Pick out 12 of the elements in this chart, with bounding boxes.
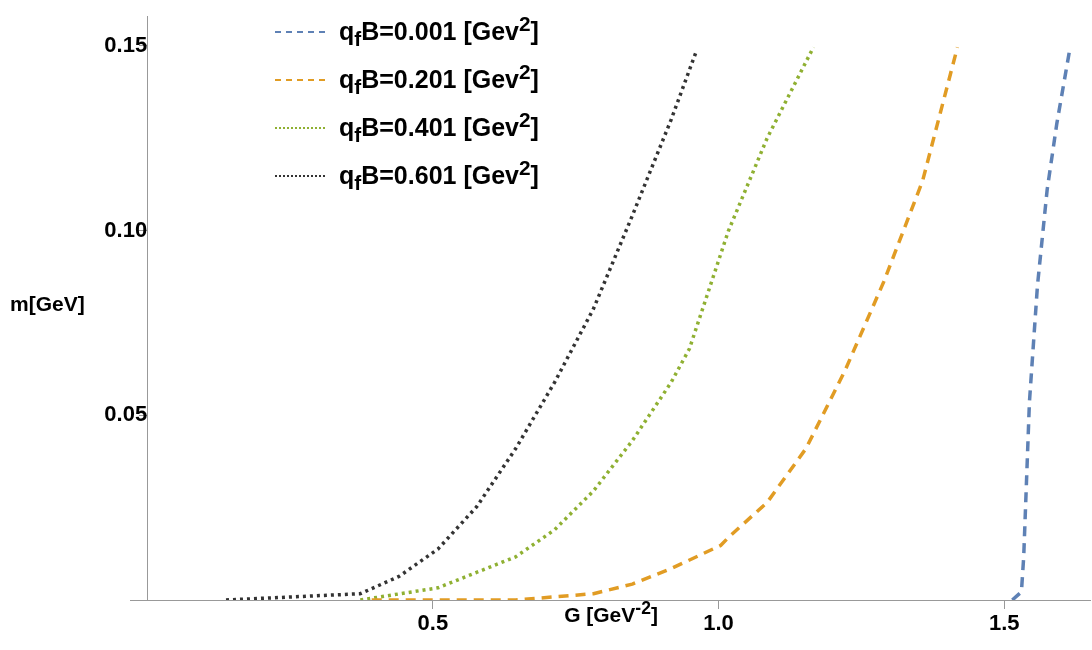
y-tick-label: 0.05 [104, 401, 148, 427]
y-tick-label: 0.15 [104, 31, 148, 57]
x-tick-label: 1.0 [703, 610, 734, 636]
y-axis-title: m[GeV] [10, 292, 85, 316]
x-axis-title: G [GeV$^{-2}$] [564, 598, 658, 626]
legend-label: q$_{f}$B=0.601 [Gev$^{2}$] [339, 156, 539, 196]
x-tick-label: 1.5 [988, 610, 1020, 636]
legend-label: q$_{f}$B=0.001 [Gev$^{2}$] [339, 12, 539, 52]
legend-label: q$_{f}$B=0.401 [Gev$^{2}$] [339, 108, 539, 148]
legend-label: q$_{f}$B=0.201 [Gev$^{2}$] [339, 60, 539, 100]
x-tick-label: 0.5 [417, 610, 449, 636]
y-tick-label: 0.10 [104, 216, 148, 242]
